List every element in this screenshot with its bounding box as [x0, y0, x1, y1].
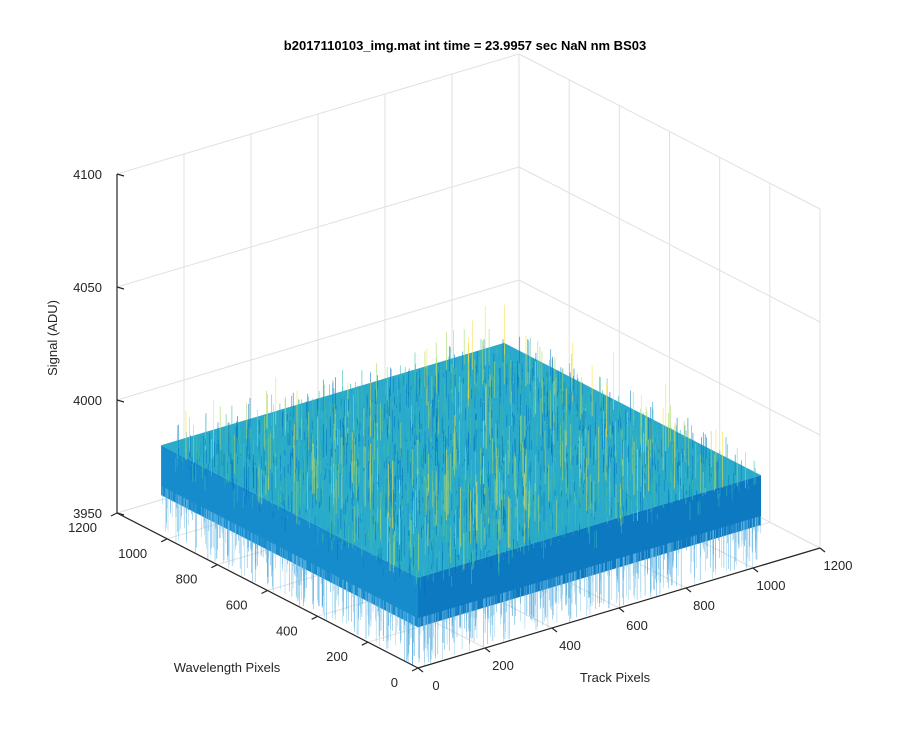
x-tick	[417, 667, 424, 673]
x-tick-label: 0	[432, 678, 439, 693]
z-tick	[116, 286, 125, 290]
y-tick-label: 0	[391, 675, 398, 690]
surface-front-face	[418, 475, 761, 628]
y-tick-label: 1200	[68, 520, 97, 535]
grid-line	[518, 53, 821, 210]
surface-noise	[162, 304, 761, 666]
y-tick	[261, 589, 268, 595]
surface-top-face	[161, 342, 762, 578]
surface-left-face	[161, 445, 418, 628]
grid-line	[116, 279, 520, 401]
x-tick	[685, 587, 692, 593]
x-tick-label: 800	[693, 598, 715, 613]
axes	[110, 173, 826, 673]
x-tick	[819, 547, 826, 553]
z-tick	[116, 173, 125, 177]
y-tick	[211, 564, 218, 569]
y-tick-label: 200	[326, 649, 348, 664]
grid-line	[518, 166, 821, 323]
x-tick	[484, 647, 491, 653]
x-tick-label: 1000	[757, 578, 786, 593]
grid-line	[116, 166, 520, 288]
y-axis-tick-labels: 0 200 400 600 800 1000 1200	[68, 520, 398, 690]
x-tick	[551, 627, 558, 633]
chart-title: b2017110103_img.mat int time = 23.9957 s…	[284, 38, 646, 53]
surface-plot	[161, 304, 762, 666]
x-axis-label: Track Pixels	[580, 670, 651, 685]
z-tick-label: 4100	[73, 167, 102, 182]
y-tick-label: 600	[226, 598, 248, 613]
z-axis-tick-labels: 3950 4000 4050 4100	[73, 167, 102, 521]
y-tick	[311, 615, 318, 620]
z-tick-label: 4050	[73, 280, 102, 295]
z-tick	[116, 512, 125, 516]
x-tick-label: 400	[559, 638, 581, 653]
y-tick-label: 1000	[118, 546, 147, 561]
y-tick	[411, 667, 419, 672]
grid-line	[116, 53, 520, 175]
z-tick-label: 3950	[73, 506, 102, 521]
x-tick	[618, 607, 625, 613]
z-tick	[116, 399, 125, 403]
x-tick-label: 1200	[824, 558, 853, 573]
y-tick-label: 400	[276, 623, 298, 638]
y-tick	[361, 641, 369, 646]
grid-line	[518, 279, 821, 436]
x-tick-label: 600	[626, 618, 648, 633]
y-tick	[110, 512, 118, 517]
z-tick-label: 4000	[73, 393, 102, 408]
x-axis-tick-labels: 0 200 400 600 800 1000 1200	[432, 558, 852, 693]
x-tick	[752, 567, 759, 573]
z-axis-label: Signal (ADU)	[45, 300, 60, 376]
y-tick-label: 800	[176, 572, 198, 587]
y-tick	[160, 538, 168, 543]
x-tick-label: 200	[492, 658, 514, 673]
y-axis-label: Wavelength Pixels	[174, 660, 281, 675]
